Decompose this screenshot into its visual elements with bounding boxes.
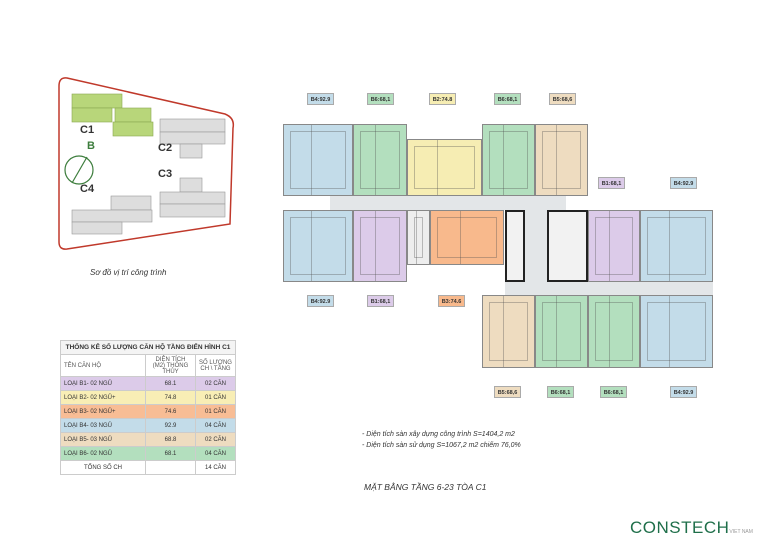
cell-name: LOẠI B1- 02 NGỦ bbox=[60, 376, 146, 391]
table-header: SỐ LƯỢNG CH \ TẦNG bbox=[195, 354, 236, 377]
unit-label: B6:68,1 bbox=[367, 93, 394, 105]
logo-sub: VIET NAM bbox=[729, 529, 753, 535]
cell-area: 74.8 bbox=[145, 390, 196, 405]
unit-label: B5:68,6 bbox=[549, 93, 576, 105]
stairwell bbox=[407, 210, 430, 265]
block-c4 bbox=[71, 195, 153, 235]
elevator-core bbox=[547, 210, 588, 282]
table-title: THỐNG KÊ SỐ LƯỢNG CĂN HỘ TẦNG ĐIỂN HÌNH … bbox=[60, 340, 236, 355]
unit-label: B1:68,1 bbox=[367, 295, 394, 307]
total-value: 14 CĂN bbox=[195, 460, 236, 475]
unit-b1 bbox=[588, 210, 640, 282]
unit-label: B6:68,1 bbox=[600, 386, 627, 398]
unit-label: B4:92.9 bbox=[307, 295, 334, 307]
unit-b5 bbox=[535, 124, 588, 196]
block-label-c1: C1 bbox=[80, 124, 95, 136]
notes: - Diện tích sàn xây dựng công trình S=14… bbox=[362, 429, 521, 451]
corridor bbox=[330, 196, 566, 210]
unit-label: B6:68,1 bbox=[494, 93, 521, 105]
cell-count: 01 CĂN bbox=[195, 390, 236, 405]
block-label-c2: C2 bbox=[158, 142, 173, 154]
block-label-c3: C3 bbox=[158, 168, 173, 180]
compass-label: B bbox=[87, 140, 95, 152]
cell-count: 01 CĂN bbox=[195, 404, 236, 419]
corridor bbox=[525, 196, 547, 296]
cell-name: LOẠI B2- 02 NGỦ+ bbox=[60, 390, 146, 405]
cell-count: 04 CĂN bbox=[195, 446, 236, 461]
unit-b6 bbox=[482, 124, 535, 196]
unit-b6 bbox=[353, 124, 407, 196]
cell-count: 02 CĂN bbox=[195, 376, 236, 391]
cell-name: LOẠI B4- 03 NGỦ bbox=[60, 418, 146, 433]
table-row: LOẠI B4- 03 NGỦ 92.9 04 CĂN bbox=[60, 418, 236, 433]
block-label-c4: C4 bbox=[80, 183, 95, 195]
cell-name: LOẠI B5- 03 NGỦ bbox=[60, 432, 146, 447]
block-c2 bbox=[159, 118, 226, 159]
unit-label: B4:92.9 bbox=[670, 386, 697, 398]
compass-icon bbox=[64, 155, 94, 185]
cell-count: 04 CĂN bbox=[195, 418, 236, 433]
cell-area: 68.8 bbox=[145, 432, 196, 447]
plan-title: MẶT BẰNG TẦNG 6-23 TÒA C1 bbox=[364, 482, 487, 492]
unit-label: B5:68,6 bbox=[494, 386, 521, 398]
cell-area: 92.9 bbox=[145, 418, 196, 433]
total-label: TỔNG SỐ CH bbox=[60, 460, 146, 475]
table-header: DIỆN TÍCH (M2) THÔNG THỦY bbox=[145, 354, 196, 377]
unit-label: B2:74.8 bbox=[429, 93, 456, 105]
unit-label: B4:92.9 bbox=[670, 177, 697, 189]
unit-label: B3:74.6 bbox=[438, 295, 465, 307]
block-c1 bbox=[71, 93, 154, 137]
logo: CONSTECHVIET NAM bbox=[630, 518, 753, 538]
table-row: LOẠI B2- 02 NGỦ+ 74.8 01 CĂN bbox=[60, 390, 236, 405]
table-row: LOẠI B3- 02 NGỦ+ 74.6 01 CĂN bbox=[60, 404, 236, 419]
site-boundary bbox=[58, 77, 235, 250]
cell-name: LOẠI B6- 02 NGỦ bbox=[60, 446, 146, 461]
cell-count: 02 CĂN bbox=[195, 432, 236, 447]
block-c3 bbox=[159, 177, 226, 218]
elevator-core bbox=[505, 210, 525, 282]
unit-b6 bbox=[535, 295, 588, 368]
table-row: LOẠI B5- 03 NGỦ 68.8 02 CĂN bbox=[60, 432, 236, 447]
table-header: TÊN CĂN HỘ bbox=[60, 354, 146, 377]
unit-b3 bbox=[430, 210, 504, 265]
unit-b4 bbox=[640, 210, 713, 282]
unit-b1 bbox=[353, 210, 407, 282]
unit-b4 bbox=[640, 295, 713, 368]
unit-b4 bbox=[283, 210, 353, 282]
logo-name: CONSTECH bbox=[630, 518, 730, 537]
cell-name: LOẠI B3- 02 NGỦ+ bbox=[60, 404, 146, 419]
cell-area: 68.1 bbox=[145, 376, 196, 391]
note-line: - Diện tích sàn sử dụng S=1067,2 m2 chiế… bbox=[362, 442, 521, 449]
note-line: - Diện tích sàn xây dựng công trình S=14… bbox=[362, 431, 515, 438]
cell-area: 68.1 bbox=[145, 446, 196, 461]
unit-label: B6:68,1 bbox=[547, 386, 574, 398]
unit-b2 bbox=[407, 139, 482, 196]
corridor bbox=[505, 282, 713, 295]
table-row: LOẠI B6- 02 NGỦ 68.1 04 CĂN bbox=[60, 446, 236, 461]
site-plan-caption: Sơ đồ vị trí công trình bbox=[90, 268, 167, 277]
unit-b5 bbox=[482, 295, 535, 368]
unit-label: B1:68,1 bbox=[598, 177, 625, 189]
cell-area: 74.6 bbox=[145, 404, 196, 419]
apartment-stats-table: THỐNG KÊ SỐ LƯỢNG CĂN HỘ TẦNG ĐIỂN HÌNH … bbox=[60, 340, 236, 475]
table-row: LOẠI B1- 02 NGỦ 68.1 02 CĂN bbox=[60, 376, 236, 391]
unit-b4 bbox=[283, 124, 353, 196]
unit-b6 bbox=[588, 295, 640, 368]
unit-label: B4:92.9 bbox=[307, 93, 334, 105]
